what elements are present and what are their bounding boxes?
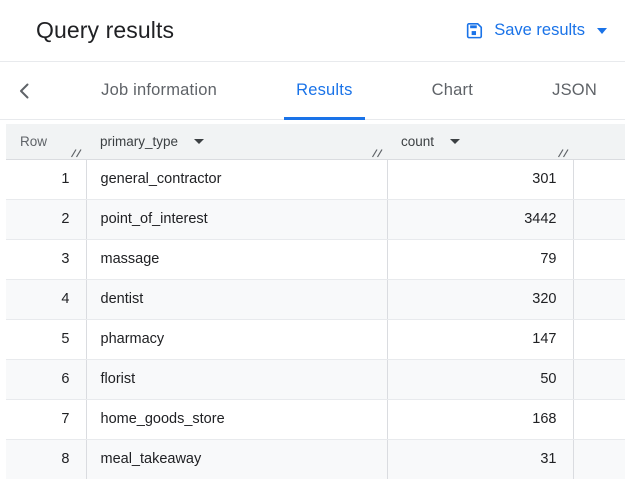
count-cell: 168	[387, 399, 574, 440]
filler-cell	[573, 279, 625, 320]
primary-type-cell: meal_takeaway	[86, 439, 388, 479]
column-resize-handle[interactable]	[70, 146, 83, 158]
column-header-count-label: count	[401, 133, 435, 149]
table-row: 6 florist 50	[6, 359, 625, 400]
primary-type-cell: pharmacy	[86, 319, 388, 360]
row-number-cell: 5	[6, 319, 87, 360]
filler-cell	[573, 359, 625, 400]
back-chevron-button[interactable]	[14, 62, 34, 119]
save-results-caret-icon	[597, 27, 607, 34]
tab-job-information[interactable]: Job information	[89, 62, 229, 119]
primary-type-cell: point_of_interest	[86, 199, 388, 240]
column-header-row-label: Row	[20, 133, 48, 149]
row-number-cell: 3	[6, 239, 87, 280]
row-number-cell: 2	[6, 199, 87, 240]
primary-type-cell: florist	[86, 359, 388, 400]
page-title: Query results	[36, 17, 175, 43]
column-menu-caret-icon[interactable]	[450, 138, 461, 144]
column-menu-caret-icon[interactable]	[194, 138, 205, 144]
count-cell: 31	[387, 439, 574, 479]
filler-cell	[573, 439, 625, 479]
tab-json-label: JSON	[552, 81, 597, 99]
row-number-cell: 6	[6, 359, 87, 400]
filler-cell	[573, 399, 625, 440]
chevron-left-icon	[18, 82, 30, 100]
column-resize-handle[interactable]	[371, 146, 384, 158]
tab-results[interactable]: Results	[284, 62, 365, 120]
count-cell: 301	[387, 159, 574, 200]
table-row: 1 general_contractor 301	[6, 159, 625, 200]
count-cell: 320	[387, 279, 574, 320]
column-header-primary-type[interactable]: primary_type	[86, 124, 387, 160]
count-cell: 147	[387, 319, 574, 360]
primary-type-cell: massage	[86, 239, 388, 280]
title-bar: Query results Save results	[0, 0, 625, 62]
filler-cell	[573, 199, 625, 240]
table-row: 5 pharmacy 147	[6, 319, 625, 360]
primary-type-cell: dentist	[86, 279, 388, 320]
row-number-cell: 8	[6, 439, 87, 479]
tab-chart[interactable]: Chart	[420, 62, 485, 119]
primary-type-cell: general_contractor	[86, 159, 388, 200]
column-header-filler	[573, 124, 625, 160]
table-row: 3 massage 79	[6, 239, 625, 280]
table-row: 2 point_of_interest 3442	[6, 199, 625, 240]
count-cell: 3442	[387, 199, 574, 240]
column-header-primary-type-label: primary_type	[100, 133, 179, 149]
row-number-cell: 7	[6, 399, 87, 440]
save-icon	[465, 21, 484, 40]
tab-results-label: Results	[296, 81, 353, 99]
row-number-cell: 4	[6, 279, 87, 320]
save-results-button[interactable]: Save results	[465, 21, 607, 40]
save-results-label: Save results	[494, 21, 585, 39]
tab-json[interactable]: JSON	[540, 62, 609, 119]
count-cell: 50	[387, 359, 574, 400]
filler-cell	[573, 239, 625, 280]
table-row: 8 meal_takeaway 31	[6, 439, 625, 479]
column-header-row: Row	[6, 124, 86, 160]
primary-type-cell: home_goods_store	[86, 399, 388, 440]
tab-chart-label: Chart	[431, 81, 474, 99]
filler-cell	[573, 319, 625, 360]
results-tab-bar: Job information Results Chart JSON	[0, 62, 625, 120]
tab-job-information-label: Job information	[101, 81, 217, 99]
results-table: Row primary_type	[6, 124, 625, 479]
table-row: 7 home_goods_store 168	[6, 399, 625, 440]
table-row: 4 dentist 320	[6, 279, 625, 320]
column-header-count[interactable]: count	[387, 124, 573, 160]
filler-cell	[573, 159, 625, 200]
table-header-row: Row primary_type	[6, 124, 625, 160]
column-resize-handle[interactable]	[557, 146, 570, 158]
row-number-cell: 1	[6, 159, 87, 200]
count-cell: 79	[387, 239, 574, 280]
